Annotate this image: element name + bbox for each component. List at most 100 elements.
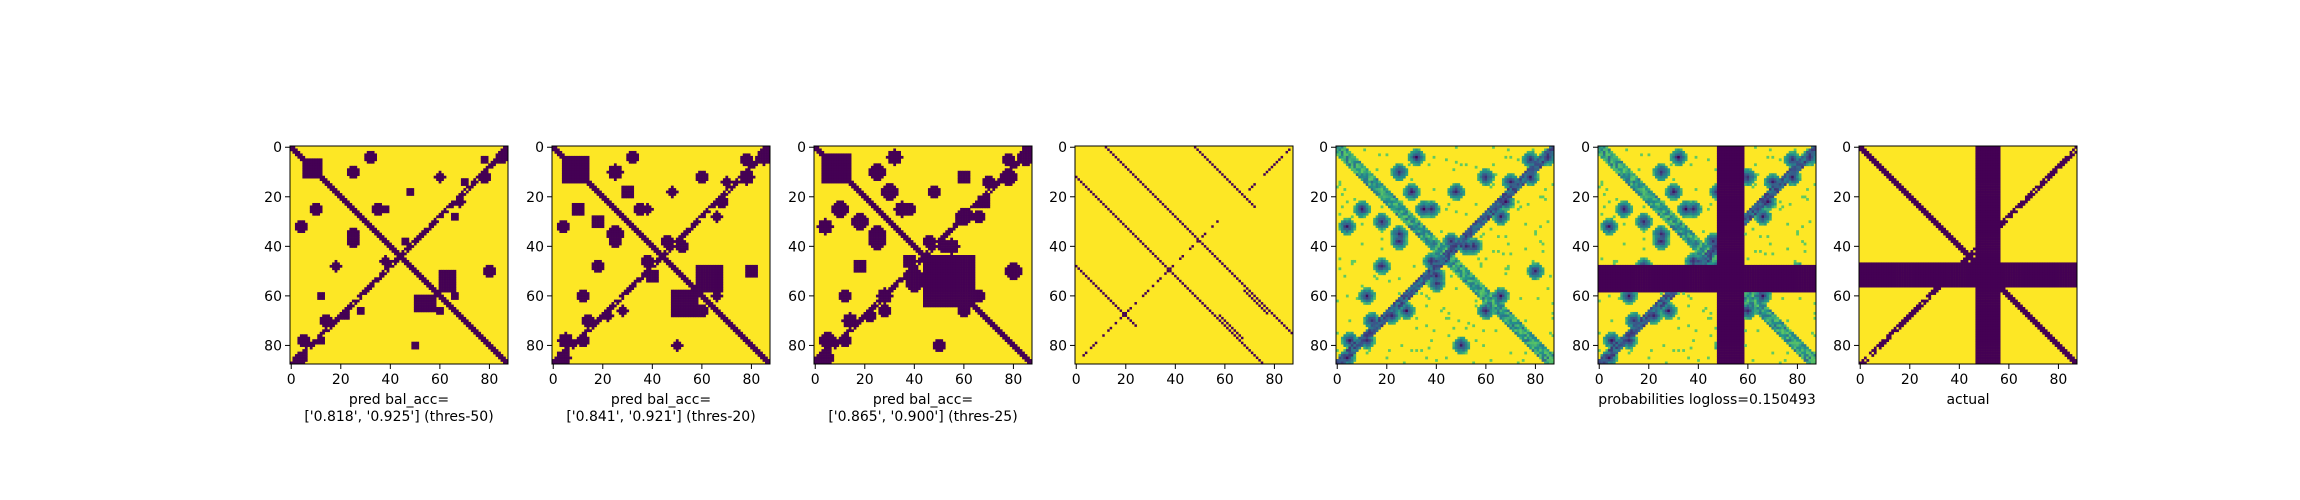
heatmap-cell (977, 210, 981, 214)
heatmap-cell (428, 282, 432, 286)
heatmap-cell (843, 202, 847, 206)
heatmap-cell (1454, 146, 1458, 149)
heatmap-cell (604, 311, 607, 315)
heatmap-cell (386, 242, 390, 246)
heatmap-cell (628, 195, 632, 199)
heatmap-cell (970, 304, 973, 308)
heatmap-cell (1531, 165, 1535, 169)
heatmap-cell (898, 155, 902, 159)
heatmap-cell (1082, 272, 1085, 275)
heatmap-cell (955, 299, 958, 303)
heatmap-cell (866, 222, 869, 226)
heatmap-cell (416, 346, 420, 350)
heatmap-cell (930, 277, 934, 281)
heatmap-cell (651, 264, 654, 268)
heatmap-cell (322, 297, 325, 300)
heatmap-cell (618, 227, 622, 231)
heatmap-cell (838, 180, 842, 184)
heatmap-cell (740, 336, 744, 340)
heatmap-cell (831, 178, 835, 181)
heatmap-cell (366, 150, 370, 154)
heatmap-cell (883, 232, 887, 236)
heatmap-cell (972, 272, 976, 276)
heatmap-cell (727, 180, 731, 184)
heatmap-cell (982, 212, 986, 216)
heatmap-cell (747, 269, 751, 273)
heatmap-cell (828, 160, 832, 164)
heatmap-cell (831, 175, 835, 179)
heatmap-cell (982, 294, 986, 298)
heatmap-cell (611, 205, 615, 209)
x-tick-label: 80 (1266, 372, 1284, 388)
heatmap-cell (591, 264, 595, 268)
heatmap-cell (618, 232, 622, 236)
heatmap-cell (421, 307, 425, 310)
heatmap-cell (848, 183, 852, 186)
heatmap-cell (927, 259, 931, 263)
heatmap-cell (599, 267, 602, 271)
heatmap-cell (710, 282, 714, 286)
heatmap-cell (576, 339, 580, 343)
heatmap-cell (566, 227, 570, 231)
heatmap-cell (616, 210, 620, 214)
heatmap-cell (569, 180, 573, 184)
heatmap-cell (490, 267, 494, 271)
heatmap-cell (843, 292, 847, 295)
heatmap-cell (979, 212, 983, 216)
heatmap-cell (646, 207, 649, 211)
heatmap-cell (485, 267, 489, 271)
heatmap-cell (626, 188, 630, 191)
heatmap-cell (932, 341, 936, 345)
heatmap-cell (594, 225, 597, 229)
heatmap-cell (441, 282, 444, 286)
heatmap-cell (1524, 153, 1528, 157)
heatmap-cell (579, 168, 583, 172)
heatmap-cell (1534, 165, 1537, 169)
heatmap-cell (962, 282, 966, 286)
heatmap-cell (438, 287, 442, 290)
heatmap-cell (646, 269, 649, 273)
heatmap-cell (908, 259, 911, 263)
heatmap-cell (438, 215, 442, 219)
heatmap-cell (747, 160, 751, 164)
heatmap-cell (745, 158, 749, 162)
y-tick-label: 20 (526, 190, 544, 206)
heatmap-cell (559, 336, 563, 340)
heatmap-cell (745, 272, 749, 276)
heatmap-cell (923, 292, 926, 295)
heatmap-cell (760, 356, 763, 360)
heatmap-cell (965, 309, 968, 313)
heatmap-cell (312, 170, 316, 174)
heatmap-cell (460, 202, 464, 206)
heatmap-cell (668, 245, 672, 248)
heatmap-cell (977, 311, 981, 315)
heatmap-cell (821, 356, 825, 360)
heatmap-cell (710, 205, 714, 209)
heatmap-cell (826, 163, 830, 167)
heatmap-cell (591, 217, 595, 221)
heatmap-cell (883, 299, 887, 303)
heatmap-cell (1206, 307, 1209, 310)
heatmap-cell (680, 302, 684, 305)
heatmap-cell (1415, 148, 1419, 152)
heatmap-cell (586, 170, 590, 174)
heatmap-cell (455, 202, 459, 206)
heatmap-cell (970, 274, 973, 278)
heatmap-cell (870, 316, 874, 320)
heatmap-cells (1336, 146, 1555, 365)
heatmap-cell (685, 309, 689, 313)
heatmap-cell (875, 232, 879, 236)
heatmap-cell (826, 230, 830, 234)
heatmap-cell (960, 289, 963, 293)
heatmap-cell (1407, 163, 1411, 167)
heatmap-cell (935, 185, 939, 189)
heatmap-cell (703, 215, 706, 219)
heatmap-cell (1546, 160, 1550, 164)
heatmap-cell (579, 205, 583, 209)
heatmap-cell (354, 175, 358, 179)
heatmap-cell (831, 205, 835, 209)
heatmap-cell (747, 178, 751, 181)
heatmap-cell (700, 314, 704, 318)
heatmap-cell (611, 314, 615, 318)
heatmap-cell (908, 202, 911, 206)
